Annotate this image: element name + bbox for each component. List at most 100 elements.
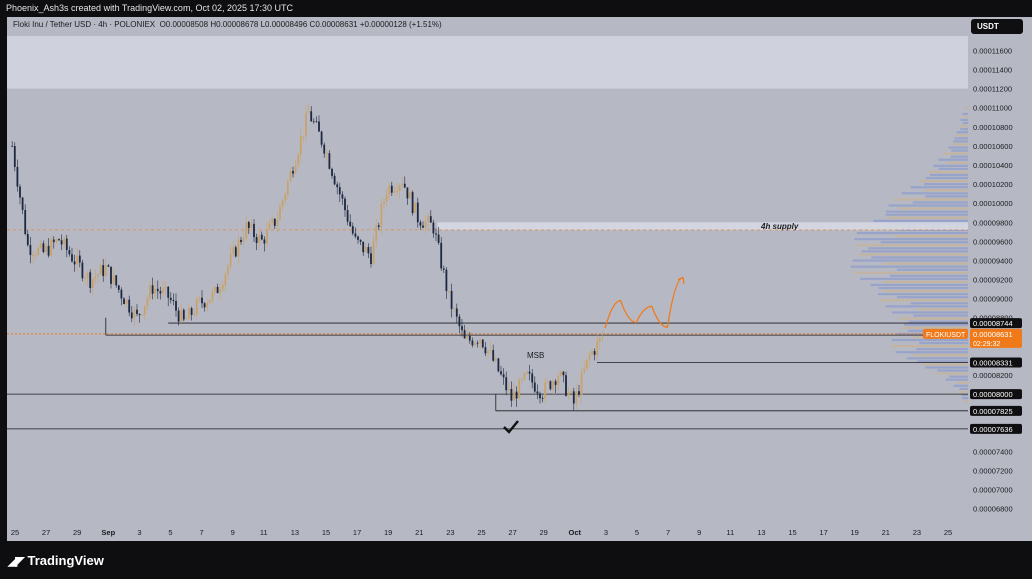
- candle-body: [232, 247, 235, 254]
- volume-profile-bar: [948, 146, 968, 149]
- candle-body: [461, 326, 463, 331]
- price-tick-label: 0.00010600: [973, 142, 1013, 151]
- candle-body: [107, 265, 110, 267]
- time-tick-label: 3: [137, 528, 141, 537]
- volume-profile-bar: [953, 384, 968, 387]
- volume-profile-bar: [898, 317, 968, 320]
- candle-body: [601, 337, 604, 339]
- candle-body: [117, 285, 120, 290]
- candle-body: [180, 309, 183, 322]
- candle-body: [242, 238, 245, 243]
- volume-profile-bar: [929, 173, 968, 177]
- candle-body: [86, 272, 89, 279]
- volume-profile-bar: [925, 195, 968, 198]
- volume-profile-bar: [938, 167, 968, 170]
- candle-body: [531, 373, 534, 383]
- candle-body: [588, 354, 591, 360]
- candle-body: [185, 318, 188, 320]
- candle-body: [13, 146, 16, 167]
- candle-body: [411, 192, 414, 214]
- candle-body: [468, 335, 471, 341]
- candle-body: [143, 305, 146, 315]
- volume-profile-bar: [894, 235, 968, 238]
- candle-body: [338, 187, 341, 195]
- currency-unit-label: USDT: [977, 22, 999, 31]
- legend-close: C0.00008631: [309, 20, 358, 29]
- volume-profile-bar: [853, 271, 968, 274]
- current-price-badge: [970, 328, 1022, 348]
- candle-body: [487, 350, 489, 354]
- volume-profile-bar: [945, 378, 968, 381]
- candle-body: [89, 272, 92, 289]
- footer-bar: ◢◤ TradingView: [0, 541, 1032, 579]
- candle-body: [351, 226, 354, 234]
- candle-body: [318, 121, 320, 132]
- candle-body: [76, 255, 79, 265]
- candle-body: [115, 275, 118, 286]
- volume-profile-bar: [896, 268, 968, 271]
- candle-body: [502, 374, 505, 378]
- candle-body: [507, 388, 510, 391]
- candle-body: [299, 135, 302, 155]
- candle-body: [427, 216, 430, 222]
- level-badge: [970, 423, 1022, 434]
- tradingview-logo[interactable]: ◢◤ TradingView: [8, 553, 104, 568]
- level-badge: [970, 405, 1022, 416]
- candle-body: [177, 310, 180, 322]
- candle-body: [359, 239, 362, 242]
- candle-body: [245, 222, 248, 239]
- candle-body: [489, 350, 492, 351]
- candle-body: [219, 289, 222, 294]
- volume-profile-bar: [920, 180, 968, 183]
- candle-body: [271, 218, 274, 224]
- volume-profile-bar: [963, 399, 968, 403]
- candle-body: [151, 285, 154, 294]
- candle-body: [362, 241, 365, 253]
- candle-body: [91, 278, 94, 289]
- volume-profile-bar: [957, 134, 968, 137]
- candle-body: [276, 220, 279, 226]
- time-tick-label: 29: [540, 528, 548, 537]
- time-axis[interactable]: 25 27 29 Sep 3 5 7 9 11 13 15 17 19 21 23 25 27 29 Oct 3 5 7 9…: [7, 523, 968, 541]
- candle-body: [471, 340, 474, 346]
- candle-body: [221, 285, 224, 290]
- price-axis[interactable]: 0.00011600 0.00011400 0.00011200 0.00011000…: [968, 17, 1032, 541]
- current-price-value: 0.00008631: [973, 330, 1013, 339]
- volume-profile-bar: [852, 259, 968, 262]
- price-chart[interactable]: 4h supply MSB FLOKIUSDT: [7, 17, 968, 541]
- volume-profile-bar: [952, 143, 968, 146]
- volume-profile-bar: [855, 244, 968, 247]
- chart-area[interactable]: 4h supply MSB FLOKIUSDT Floki Inu / Tether…: [7, 17, 968, 541]
- volume-profile-bar: [962, 112, 968, 115]
- time-tick-label: 7: [200, 528, 204, 537]
- volume-profile-bar: [907, 357, 968, 360]
- volume-profile-bar: [858, 253, 968, 256]
- volume-profile-bar: [888, 204, 968, 207]
- upper-zone: [7, 36, 968, 89]
- symbol-badge: [923, 328, 968, 339]
- volume-profile-bar: [895, 351, 968, 354]
- time-tick-label: 9: [697, 528, 701, 537]
- level-badge-label: 0.00007636: [973, 425, 1013, 434]
- candle-body: [474, 342, 476, 346]
- candle-body: [193, 314, 196, 316]
- price-tick-label: 0.00008200: [973, 371, 1013, 380]
- volume-profile-bar: [890, 274, 968, 277]
- volume-profile-bar: [938, 158, 968, 161]
- projection-path: [604, 276, 684, 329]
- price-tick-label: 0.00010000: [973, 199, 1013, 208]
- candles: [11, 103, 604, 411]
- candle-body: [120, 289, 123, 299]
- currency-unit-button[interactable]: USDT: [971, 19, 1023, 34]
- time-tick-label: 9: [231, 528, 235, 537]
- volume-profile-bar: [868, 247, 968, 250]
- candle-body: [549, 381, 552, 390]
- candle-body: [346, 210, 349, 222]
- candle-body: [331, 168, 333, 176]
- candle-body: [65, 238, 68, 251]
- candle-body: [302, 135, 305, 137]
- time-tick-label: 15: [788, 528, 796, 537]
- candle-body: [377, 225, 380, 227]
- candle-body: [370, 253, 372, 264]
- candle-body: [240, 239, 242, 243]
